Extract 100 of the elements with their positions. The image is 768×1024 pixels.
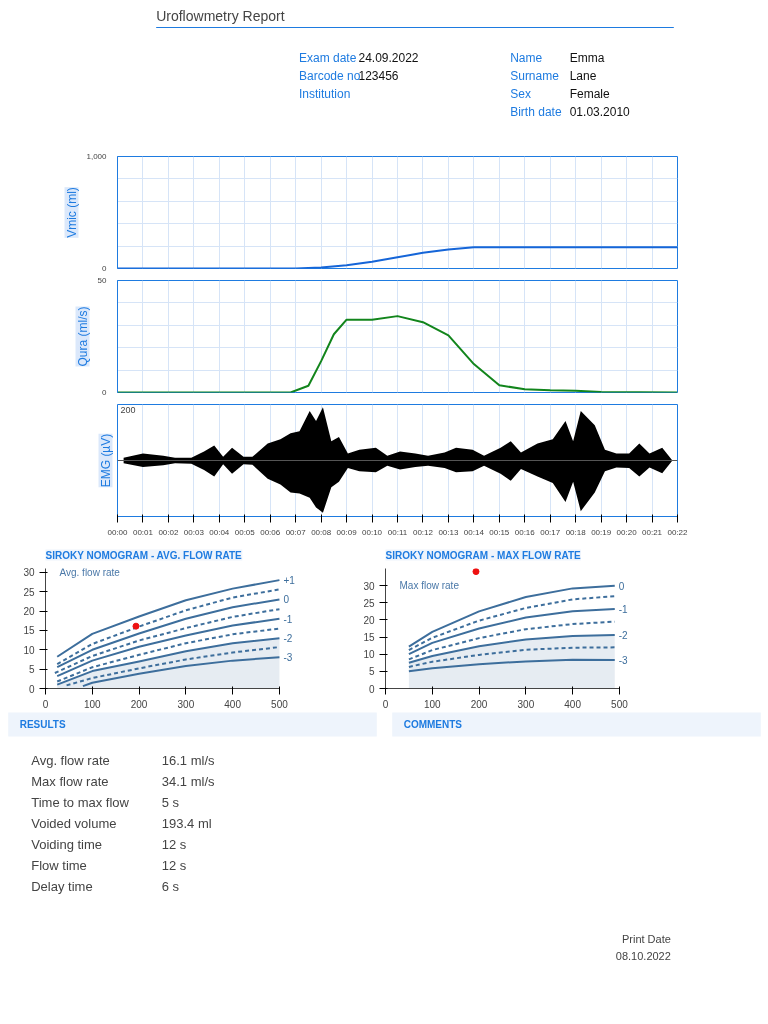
text: RESULTS (19, 719, 66, 730)
y-tick-label: 15 (363, 632, 375, 644)
text: Voiding time (31, 837, 103, 852)
line-series (56, 579, 281, 658)
x-tick-label: 300 (517, 698, 535, 710)
y-tick-label: 25 (23, 586, 35, 598)
x-tick-label: 00:01 (132, 527, 154, 537)
text: 193.4 ml (161, 816, 212, 831)
text: Birth date (510, 104, 562, 119)
y-axis-title: EMG (µV) (98, 433, 113, 488)
text: 24.09.2022 (358, 51, 419, 65)
text: Surname (510, 68, 560, 83)
x-tick-label: 00:18 (565, 527, 587, 537)
text: 6 s (161, 879, 180, 894)
text: Uroflowmetry Report (156, 7, 285, 24)
text: Institution (298, 86, 351, 101)
text: 123456 (358, 69, 399, 83)
series-label: +1 (283, 575, 296, 587)
line-series (81, 656, 281, 688)
line-series (407, 646, 616, 668)
x-tick-label: 00:09 (336, 527, 358, 537)
x-tick-label: 400 (564, 698, 582, 710)
series-label: -1 (283, 613, 293, 625)
text: Max flow rate (31, 774, 109, 789)
x-tick-label: 00:22 (667, 527, 689, 537)
text: Time to max flow (31, 795, 130, 810)
text: 34.1 ml/s (161, 774, 216, 789)
series-label: 0 (618, 580, 625, 592)
x-tick-label: 500 (611, 698, 629, 710)
y-tick-label: 30 (23, 567, 35, 579)
text: COMMENTS (403, 719, 463, 730)
line-series (56, 588, 281, 666)
x-tick-label: 00:06 (260, 527, 281, 537)
text: 01.03.2010 (569, 105, 631, 119)
y-tick-label: 0 (102, 388, 108, 397)
text: Flow time (31, 858, 87, 873)
x-tick-label: 00:21 (642, 527, 663, 537)
line-series (407, 658, 616, 673)
x-tick-label: 00:15 (489, 527, 510, 537)
x-tick-label: 00:10 (362, 527, 383, 537)
x-tick-label: 00:05 (234, 527, 256, 537)
annotation: 200 (120, 404, 136, 415)
y-tick-label: 0 (28, 683, 35, 695)
x-tick-label: 100 (423, 698, 442, 710)
x-tick-label: 00:04 (209, 527, 230, 537)
y-tick-label: 5 (28, 664, 35, 676)
y-tick-label: 50 (97, 276, 108, 285)
y-tick-label: 30 (363, 580, 375, 592)
text: Emma (569, 50, 605, 65)
annotation: Avg. flow rate (59, 566, 121, 578)
line-series (407, 607, 616, 656)
x-tick-label: 100 (83, 698, 102, 710)
text: 16.1 ml/s (161, 753, 216, 768)
text: 08.10.2022 (615, 950, 671, 962)
y-tick-label: 0 (368, 683, 375, 695)
x-tick-label: 400 (224, 698, 242, 710)
text: Avg. flow rate (31, 753, 110, 768)
x-tick-label: 00:16 (514, 527, 536, 537)
line-series (53, 608, 281, 675)
x-tick-label: 200 (130, 698, 148, 710)
x-tick-label: 00:14 (463, 527, 485, 537)
text: 12 s (161, 858, 187, 873)
y-tick-label: 1,000 (86, 152, 108, 161)
chart-title: SIROKY NOMOGRAM - AVG. FLOW RATE (45, 549, 243, 561)
x-tick-label: 200 (470, 698, 488, 710)
annotation: Max flow rate (399, 580, 460, 592)
line-series (407, 620, 616, 661)
y-axis-title: Qura (ml/s) (75, 306, 90, 367)
text: 12 s (161, 837, 187, 852)
y-tick-label: 15 (23, 625, 35, 637)
series-label: -3 (618, 655, 629, 667)
x-tick-label: 0 (382, 698, 389, 710)
series-label: 0 (283, 594, 290, 606)
x-tick-label: 300 (177, 698, 195, 710)
series-label: -1 (618, 603, 629, 615)
y-tick-label: 20 (363, 614, 375, 626)
text: Lane (569, 68, 597, 83)
series-label: -3 (283, 652, 293, 664)
y-tick-label: 5 (368, 666, 375, 678)
x-tick-label: 00:20 (616, 527, 638, 537)
x-tick-label: 00:11 (387, 527, 408, 537)
line-series (56, 617, 281, 678)
y-axis-title: Vmic (ml) (64, 187, 79, 238)
chart-title: SIROKY NOMOGRAM - MAX FLOW RATE (385, 549, 582, 561)
x-tick-label: 00:12 (412, 527, 434, 537)
x-tick-label: 00:00 (107, 527, 129, 537)
series-label: -2 (283, 633, 293, 645)
y-tick-label: 25 (363, 597, 375, 609)
text: Name (510, 50, 543, 65)
y-tick-label: 10 (363, 649, 375, 661)
y-tick-label: 20 (23, 606, 35, 618)
text: Print Date (621, 932, 671, 945)
text: Female (569, 86, 611, 101)
x-tick-label: 00:02 (158, 527, 179, 537)
x-tick-label: 00:19 (591, 527, 612, 537)
line-series (56, 627, 281, 683)
y-tick-label: 10 (23, 644, 35, 656)
text: 5 s (161, 795, 180, 810)
x-tick-label: 00:03 (183, 527, 205, 537)
x-tick-label: 00:07 (285, 527, 307, 537)
